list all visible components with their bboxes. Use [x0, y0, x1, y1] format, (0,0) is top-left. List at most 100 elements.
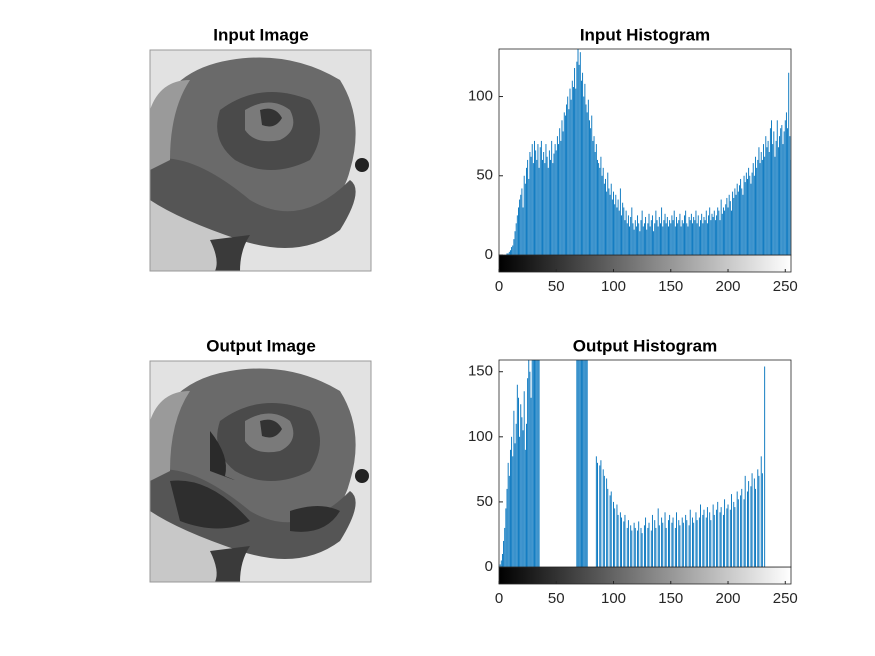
bar — [727, 207, 729, 255]
y-tick-label: 50 — [476, 493, 493, 510]
bar — [779, 136, 781, 255]
bar — [544, 163, 546, 255]
bar — [527, 378, 529, 567]
bar — [764, 366, 766, 567]
bar — [665, 527, 667, 567]
bar — [670, 223, 672, 255]
chart-title: Output Histogram — [573, 336, 718, 355]
bar — [535, 360, 537, 567]
bar — [595, 144, 597, 255]
y-tick-label: 50 — [476, 167, 493, 184]
bar — [540, 140, 542, 255]
x-tick-label: 50 — [548, 590, 565, 607]
bar — [622, 202, 624, 255]
bar — [551, 140, 553, 255]
bar — [598, 163, 600, 255]
bar — [587, 99, 589, 255]
bar — [674, 527, 676, 567]
bar — [724, 210, 726, 255]
bar — [714, 220, 716, 255]
bar — [674, 226, 676, 255]
bar — [518, 207, 519, 255]
bar — [730, 494, 732, 567]
bar — [554, 144, 556, 255]
bar — [726, 197, 728, 255]
bar — [591, 115, 593, 255]
bar — [739, 185, 740, 255]
bar — [760, 456, 762, 567]
x-tick-label: 0 — [495, 278, 503, 295]
bar — [686, 520, 688, 567]
bar — [737, 499, 739, 567]
bar — [580, 80, 582, 255]
bar — [679, 213, 681, 255]
bar — [519, 436, 521, 567]
bar — [655, 210, 657, 255]
bar — [703, 216, 705, 255]
bar — [512, 456, 514, 567]
bar — [546, 156, 548, 255]
bar — [647, 223, 649, 255]
bar — [582, 72, 584, 255]
bar — [727, 504, 729, 567]
bar — [594, 152, 596, 255]
bar — [530, 397, 532, 567]
bar — [535, 150, 537, 255]
bar — [745, 172, 747, 255]
bar — [567, 96, 569, 255]
bar — [568, 109, 570, 255]
bar — [782, 144, 784, 255]
bar — [646, 229, 648, 255]
bar — [733, 501, 735, 567]
bars — [506, 49, 791, 255]
bar — [751, 473, 753, 567]
bar — [574, 68, 576, 255]
bar — [703, 509, 705, 567]
bar — [648, 522, 650, 567]
image-title: Input Image — [213, 25, 308, 44]
bar — [606, 478, 608, 567]
bar — [668, 226, 669, 255]
bar — [755, 156, 756, 255]
bar — [508, 475, 510, 567]
bar — [660, 223, 661, 255]
bar — [601, 175, 603, 255]
bar — [700, 220, 701, 255]
bar — [518, 397, 519, 567]
bar — [534, 140, 535, 255]
bar — [757, 469, 759, 567]
bar — [555, 150, 557, 255]
bar — [736, 183, 738, 255]
bar — [764, 156, 766, 255]
bar — [747, 491, 748, 567]
y-tick-label: 150 — [468, 363, 493, 380]
bar — [721, 213, 723, 255]
bar — [744, 182, 746, 255]
bar — [696, 520, 698, 567]
bar — [658, 216, 660, 255]
bar — [572, 87, 574, 255]
bar — [654, 223, 656, 255]
bar — [729, 201, 731, 255]
bar — [613, 191, 614, 255]
bar — [606, 191, 608, 255]
bar — [725, 204, 727, 255]
bar — [720, 199, 722, 255]
axes-box — [498, 48, 792, 256]
bar — [552, 163, 554, 255]
bar — [758, 475, 760, 567]
bar — [729, 509, 731, 567]
bar — [529, 371, 531, 567]
bar — [503, 540, 505, 567]
bar — [689, 220, 691, 255]
bar — [499, 564, 501, 567]
bar — [741, 188, 743, 255]
bar — [528, 360, 530, 567]
bar — [627, 215, 629, 255]
bar — [621, 517, 622, 567]
bar — [600, 460, 602, 567]
bar — [758, 147, 760, 255]
x-tick-label: 150 — [658, 278, 683, 295]
bar — [609, 194, 611, 255]
bar — [682, 522, 684, 567]
